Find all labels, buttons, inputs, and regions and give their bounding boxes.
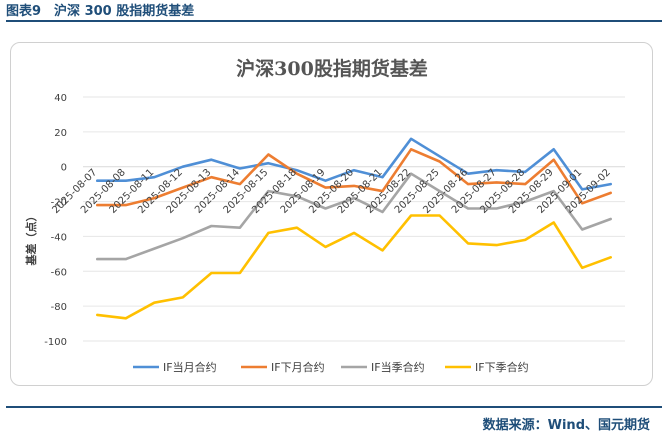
- series-line-3: [96, 214, 613, 320]
- y-tick-label: 0: [61, 163, 67, 174]
- legend-label: IF下季合约: [475, 360, 529, 374]
- y-tick-label: 40: [54, 93, 67, 104]
- chart-canvas: 沪深300股指期货基差 基差（点） 40200-20-40-60-80-100 …: [24, 57, 625, 374]
- y-tick-label: -60: [51, 267, 67, 278]
- bottom-divider: [6, 406, 662, 408]
- y-tick-label: -20: [51, 198, 67, 209]
- legend: IF当月合约 IF下月合约 IF当季合约 IF下季合约: [133, 360, 529, 374]
- y-tick-label: -40: [51, 232, 67, 243]
- figure-label: 图表9 沪深 300 股指期货基差: [6, 4, 195, 19]
- chart-title: 沪深300股指期货基差: [236, 57, 428, 80]
- legend-label: IF当月合约: [163, 360, 217, 374]
- y-axis-label: 基差（点）: [24, 211, 38, 267]
- top-divider: [6, 20, 662, 22]
- legend-label: IF下月合约: [271, 360, 325, 374]
- y-tick-label: 20: [54, 128, 67, 139]
- legend-label: IF当季合约: [371, 360, 425, 374]
- gridlines: [83, 96, 625, 342]
- y-tick-label: -100: [44, 337, 67, 348]
- series-lines: [96, 137, 613, 320]
- source-note: 数据来源：Wind、国元期货: [482, 418, 650, 433]
- x-tick-labels: 2025-08-072025-08-082025-08-112025-08-12…: [51, 167, 613, 216]
- y-tick-labels: 40 20 0 -20 -40 -60 -80 -100: [44, 93, 67, 348]
- chart-panel: 沪深300股指期货基差 基差（点） 40 20 0 -20 -40 -60 -80 -100 …: [10, 42, 653, 386]
- y-tick-label: -80: [51, 302, 67, 313]
